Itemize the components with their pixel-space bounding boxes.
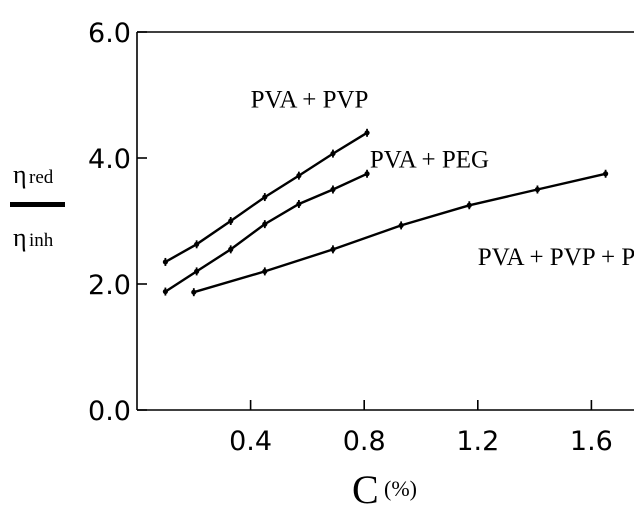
y-label-denominator-sub: inh — [29, 230, 54, 251]
data-point — [262, 268, 268, 274]
data-point — [228, 246, 234, 252]
x-axis-title: C (%) — [352, 467, 417, 508]
y-label-numerator: η — [13, 160, 27, 189]
data-point — [296, 201, 302, 207]
data-point — [162, 259, 168, 265]
series-labels: PVA + PVP PVA + PEG PVA + PVP + PEG — [251, 87, 634, 272]
x-tick-label: 0.4 — [229, 426, 272, 457]
axis-ticks: 0.0 2.0 4.0 6.0 0.4 0.8 1.2 1.6 — [88, 18, 613, 457]
data-point — [364, 130, 370, 136]
series-label-2: PVA + PEG — [370, 146, 489, 173]
data-point — [162, 288, 168, 295]
y-tick-label: 2.0 — [88, 270, 131, 301]
series-group — [162, 128, 609, 297]
data-point — [534, 186, 541, 193]
y-axis-title: η red η inh — [10, 160, 65, 252]
y-label-denominator: η — [13, 223, 27, 252]
x-axis-label: C — [352, 467, 379, 508]
data-point — [296, 173, 302, 179]
y-label-numerator-sub: red — [29, 167, 54, 188]
x-tick-label: 1.6 — [570, 426, 613, 457]
data-point — [194, 268, 200, 274]
data-point — [398, 222, 404, 229]
y-tick-label: 6.0 — [88, 18, 131, 49]
data-point — [603, 171, 609, 177]
data-point — [262, 194, 268, 200]
x-tick-label: 0.8 — [343, 426, 386, 457]
series-label-3: PVA + PVP + PEG — [478, 244, 634, 271]
y-label-fraction-bar — [10, 202, 65, 207]
data-point — [262, 221, 268, 227]
y-tick-label: 0.0 — [88, 396, 131, 427]
data-point — [194, 241, 200, 247]
data-point — [191, 289, 197, 295]
data-point — [330, 150, 336, 157]
data-point — [330, 186, 336, 193]
x-axis-unit: (%) — [384, 476, 417, 501]
data-point — [466, 202, 472, 208]
plot-axes — [136, 31, 634, 411]
data-point — [364, 171, 370, 177]
series-line-3 — [193, 172, 606, 294]
y-tick-label: 4.0 — [88, 144, 131, 175]
series-line-2 — [164, 172, 368, 293]
x-tick-label: 1.2 — [456, 426, 499, 457]
data-point — [228, 218, 234, 224]
series-label-1: PVA + PVP — [251, 87, 369, 114]
data-point — [330, 246, 336, 252]
